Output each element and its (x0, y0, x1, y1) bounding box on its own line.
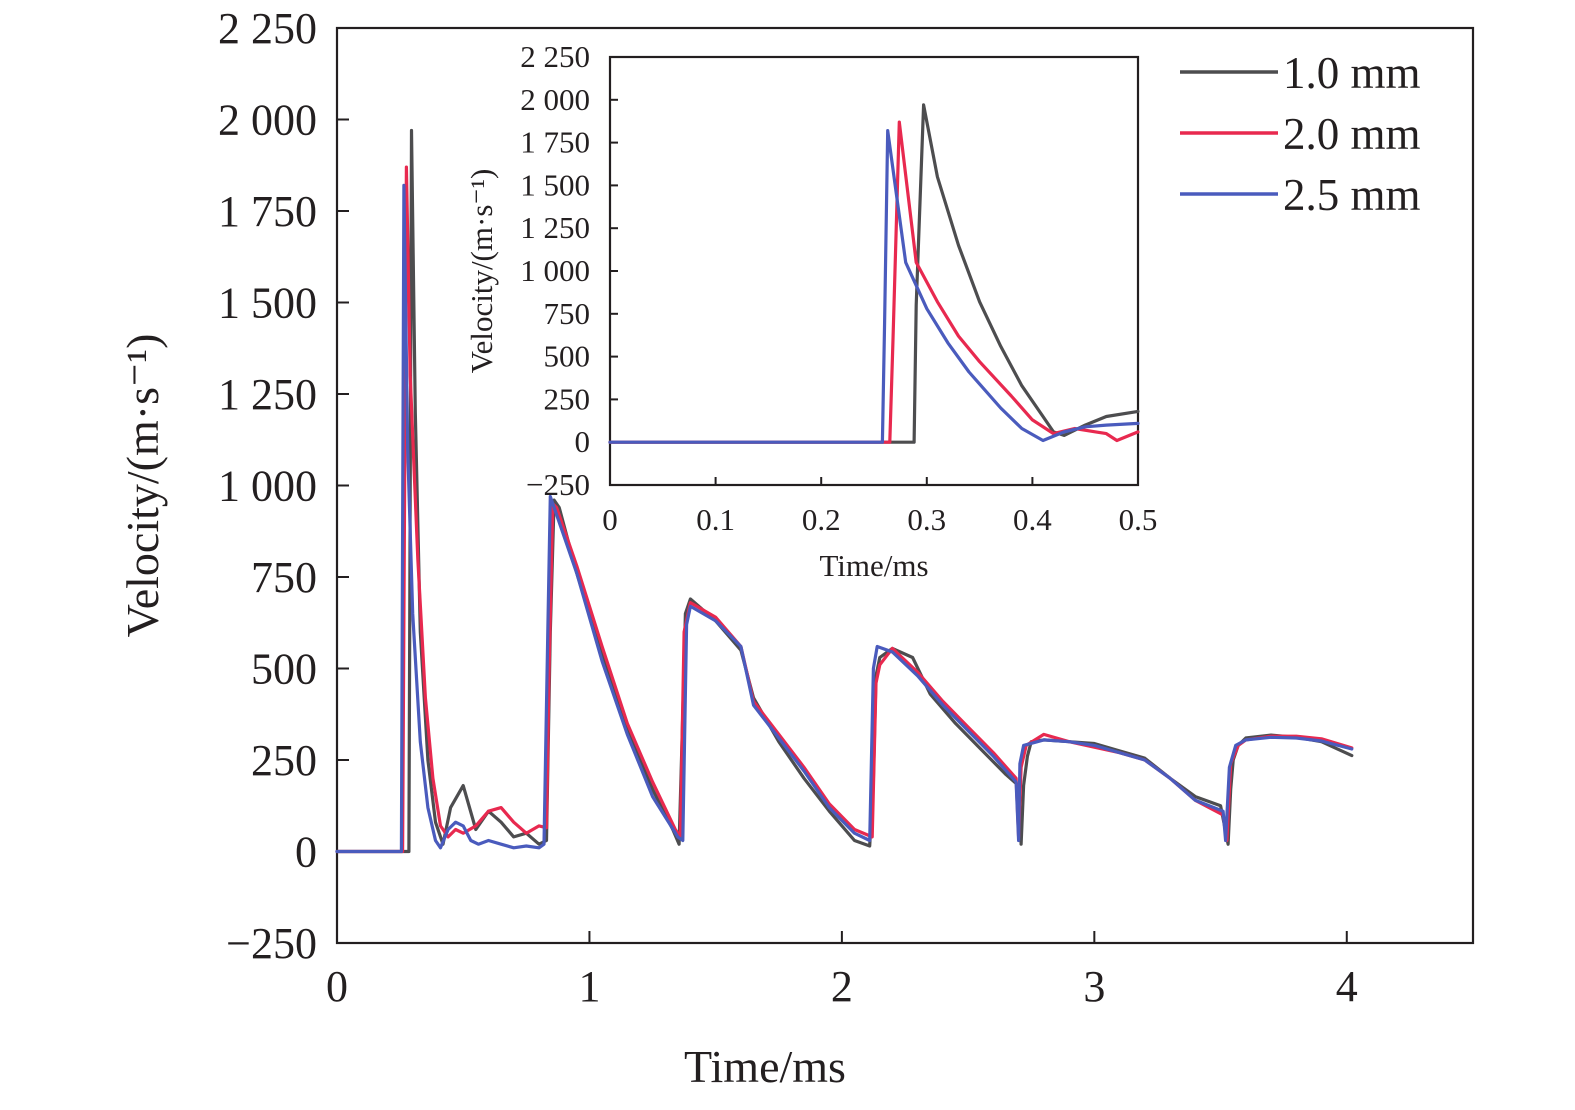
inset-x-tick-label: 0.2 (802, 502, 841, 537)
main-y-tick-label: 250 (251, 736, 317, 785)
inset-y-tick-label: 500 (544, 339, 591, 374)
main-y-tick-label: 750 (251, 553, 317, 602)
inset-y-axis-title: Velocity/(m·s⁻¹) (464, 169, 499, 374)
main-y-tick-label: 500 (251, 645, 317, 694)
inset-y-tick-label: 750 (544, 296, 591, 331)
main-y-tick-label: −250 (226, 919, 317, 968)
main-y-tick-label: 1 500 (218, 279, 317, 328)
inset-x-tick-label: 0.4 (1013, 502, 1052, 537)
main-series-line-2-5-mm (335, 183, 1354, 854)
main-y-tick-label: 0 (295, 828, 317, 877)
main-y-tick-label: 1 250 (218, 370, 317, 419)
inset-x-tick-label: 0.5 (1119, 502, 1158, 537)
main-x-tick-label: 2 (831, 962, 853, 1011)
main-y-tick-label: 2 250 (218, 4, 317, 53)
main-x-tick-label: 3 (1083, 962, 1105, 1011)
inset-x-tick-label: 0.1 (696, 502, 735, 537)
main-x-axis-title: Time/ms (684, 1041, 846, 1092)
legend: 1.0 mm 2.0 mm 2.5 mm (1180, 48, 1421, 220)
main-y-tick-label: 1 000 (218, 462, 317, 511)
inset-plot: −250 0 250 500 750 1 000 1 250 1 500 1 750 2 000 2… (464, 39, 1157, 583)
legend-label: 2.0 mm (1283, 109, 1421, 159)
main-y-axis-title: Velocity/(m·s⁻¹) (117, 334, 168, 638)
inset-x-tick-label: 0.3 (907, 502, 946, 537)
inset-x-tick-label: 0 (602, 502, 618, 537)
inset-background (610, 57, 1138, 485)
inset-y-tick-label: 0 (575, 424, 591, 459)
main-y-tick-label: 2 000 (218, 96, 317, 145)
inset-y-tick-label: 1 250 (520, 210, 590, 245)
inset-y-tick-label: −250 (526, 467, 590, 502)
main-x-tick-label: 1 (578, 962, 600, 1011)
inset-series-line-2-0-mm (608, 120, 1140, 444)
inset-y-tick-label: 2 250 (520, 39, 590, 74)
inset-series-line-2-5-mm (608, 129, 1140, 444)
inset-y-tick-label: 1 750 (520, 125, 590, 160)
legend-label: 2.5 mm (1283, 170, 1421, 220)
legend-label: 1.0 mm (1283, 48, 1421, 98)
inset-y-tick-label: 1 500 (520, 167, 590, 202)
inset-y-tick-label: 2 000 (520, 82, 590, 117)
inset-x-axis-title: Time/ms (819, 548, 928, 583)
inset-y-tick-label: 1 000 (520, 253, 590, 288)
main-x-tick-label: 4 (1336, 962, 1358, 1011)
inset-y-tick-label: 250 (544, 381, 591, 416)
main-y-tick-label: 1 750 (218, 187, 317, 236)
main-x-tick-label: 0 (326, 962, 348, 1011)
